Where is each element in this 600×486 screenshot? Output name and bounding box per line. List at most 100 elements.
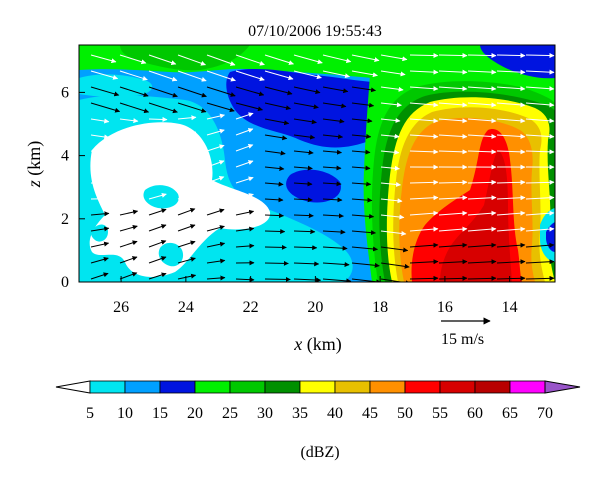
wind-vector xyxy=(293,245,318,251)
y-axis-ticks: 0 2 4 6 xyxy=(61,84,85,291)
wind-vector xyxy=(380,165,400,171)
wind-vector xyxy=(206,144,225,152)
wind-vector xyxy=(496,69,526,75)
x-tick-label: 16 xyxy=(437,299,453,316)
wind-vector xyxy=(264,166,285,172)
colorbar-tick-label: 60 xyxy=(467,405,483,422)
wind-vector xyxy=(177,115,197,121)
wind-vector xyxy=(322,118,345,124)
wind-vector xyxy=(235,112,254,120)
wind-vector xyxy=(380,70,406,77)
wind-vector xyxy=(438,226,468,232)
wind-vector xyxy=(235,54,265,66)
wind-vector xyxy=(467,226,497,232)
wind-vector xyxy=(467,179,497,185)
wind-vector xyxy=(467,102,497,108)
wind-vector xyxy=(90,241,110,248)
wind-vector xyxy=(351,246,378,252)
plot-frame xyxy=(78,44,556,283)
wind-vector xyxy=(235,243,255,249)
wind-vector xyxy=(322,261,350,267)
wind-vector xyxy=(293,229,316,235)
wind-vector xyxy=(90,256,109,264)
wind-vector xyxy=(496,210,526,216)
wind-vector xyxy=(235,160,254,168)
wind-vector xyxy=(177,130,197,136)
wind-vector xyxy=(438,133,468,139)
wind-vector xyxy=(322,54,352,64)
wind-vector xyxy=(148,192,167,200)
wind-vector xyxy=(235,176,254,184)
colorbar-high-extension xyxy=(544,380,581,394)
wind-vector xyxy=(525,210,555,216)
wind-vector xyxy=(206,86,236,97)
colorbar-swatch xyxy=(369,380,406,394)
wind-vector xyxy=(293,86,321,95)
dbz-region-15-mid xyxy=(286,169,341,203)
wind-vector xyxy=(322,245,348,251)
wind-vector xyxy=(148,132,168,138)
wind-vector xyxy=(235,144,254,152)
wind-vector xyxy=(264,86,293,96)
wind-vector xyxy=(496,226,526,232)
wind-vector xyxy=(177,273,197,280)
wind-vector xyxy=(177,86,207,98)
wind-vector xyxy=(206,113,225,120)
wind-vector xyxy=(525,118,555,124)
wind-vector xyxy=(148,240,167,248)
dbz-region-5-white xyxy=(89,122,271,277)
wind-vector xyxy=(409,133,439,139)
wind-vector xyxy=(293,181,313,187)
wind-vector xyxy=(351,54,380,63)
wind-vector xyxy=(119,240,138,248)
wind-vector xyxy=(206,102,235,113)
reflectivity-field xyxy=(79,45,555,282)
wind-vector xyxy=(264,150,286,156)
wind-vector xyxy=(351,102,375,108)
wind-vector xyxy=(293,118,317,125)
wind-vector xyxy=(496,149,526,155)
wind-vector xyxy=(293,277,322,282)
wind-vector xyxy=(467,69,497,75)
wind-vector xyxy=(525,195,555,201)
wind-vector xyxy=(293,102,319,110)
colorbar-swatch xyxy=(404,380,441,394)
wind-vector xyxy=(206,275,226,281)
x-axis-label: x (km) xyxy=(293,334,342,355)
wind-vector xyxy=(467,195,497,201)
wind-vector xyxy=(177,70,207,82)
colorbar-tick-label: 20 xyxy=(187,405,203,422)
wind-vector xyxy=(264,54,294,66)
wind-vector xyxy=(409,69,439,75)
wind-vector xyxy=(409,118,439,124)
wind-vector xyxy=(438,259,468,265)
wind-vector xyxy=(496,242,526,248)
x-tick-label: 26 xyxy=(113,299,129,316)
colorbar-swatch xyxy=(89,380,126,394)
wind-vector xyxy=(351,149,371,155)
colorbar: 5 10 15 20 25 30 35 40 45 50 55 60 65 70 xyxy=(55,380,581,422)
wind-vector xyxy=(438,210,468,216)
wind-vector xyxy=(264,260,289,266)
colorbar-tick-label: 10 xyxy=(117,405,133,422)
wind-vector xyxy=(264,197,284,203)
wind-vector xyxy=(438,149,468,155)
wind-vector xyxy=(148,116,168,122)
wind-vector xyxy=(467,210,497,216)
wind-vector xyxy=(409,226,439,232)
wind-vector xyxy=(380,198,403,204)
wind-vector xyxy=(206,54,236,66)
wind-vector xyxy=(409,102,439,108)
wind-vector xyxy=(119,179,139,185)
wind-vector xyxy=(264,276,291,282)
wind-vector xyxy=(119,224,138,232)
wind-vector xyxy=(380,278,411,282)
wind-vector xyxy=(438,69,468,75)
wind-vector xyxy=(90,54,117,64)
wind-vector xyxy=(380,149,400,155)
wind-vector xyxy=(235,209,255,216)
wind-vector xyxy=(148,86,178,98)
wind-vector xyxy=(409,179,439,185)
wind-vector xyxy=(496,179,526,185)
